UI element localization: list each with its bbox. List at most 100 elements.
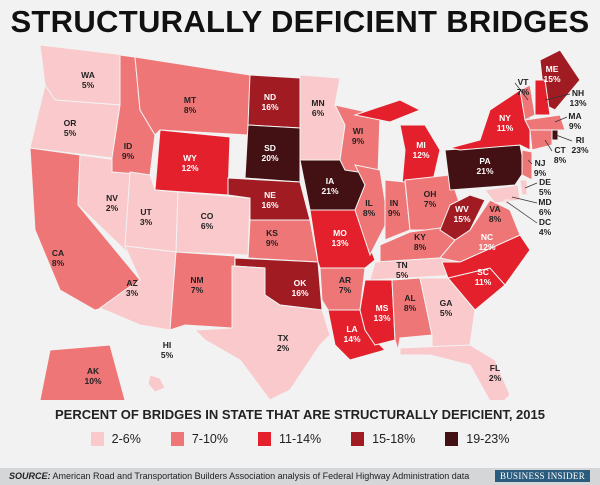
- state-wv: [439, 194, 486, 241]
- source-note: SOURCE: American Road and Transportation…: [9, 471, 469, 481]
- state-abbr-label: IN: [390, 198, 399, 208]
- state-value-label: 5%: [539, 187, 552, 197]
- state-value-label: 13%: [569, 98, 586, 108]
- state-value-label: 5%: [64, 128, 77, 138]
- state-shape: [193, 265, 331, 400]
- state-value-label: 15%: [453, 214, 470, 224]
- state-abbr-label: LA: [346, 324, 357, 334]
- state-value-label: 5%: [82, 80, 95, 90]
- legend-item: 7-10%: [170, 432, 228, 446]
- state-nm: [169, 251, 236, 331]
- state-abbr-label: ME: [546, 64, 559, 74]
- leader-line: [555, 134, 573, 142]
- state-abbr-label: TN: [396, 260, 407, 270]
- state-abbr-label: OH: [424, 189, 437, 199]
- state-value-label: 5%: [440, 308, 453, 318]
- state-value-label: 12%: [181, 163, 198, 173]
- state-il: [354, 164, 389, 257]
- state-shape: [147, 374, 166, 393]
- state-tx: [193, 265, 331, 400]
- legend-label: 19-23%: [466, 432, 510, 446]
- state-abbr-label: GA: [440, 298, 453, 308]
- legend-item: 2-6%: [90, 432, 141, 446]
- state-value-label: 12%: [478, 242, 495, 252]
- state-abbr-label: CT: [554, 145, 566, 155]
- state-abbr-label: FL: [490, 363, 500, 373]
- state-abbr-label: KS: [266, 228, 278, 238]
- state-shape: [354, 164, 389, 257]
- state-abbr-label: NH: [572, 88, 584, 98]
- state-shape: [484, 184, 521, 204]
- state-value-label: 9%: [352, 136, 365, 146]
- state-abbr-label: MO: [333, 228, 347, 238]
- state-value-label: 7%: [517, 87, 530, 97]
- state-abbr-label: MN: [311, 98, 324, 108]
- legend-swatch: [351, 432, 365, 446]
- state-abbr-label: TX: [278, 333, 289, 343]
- state-mi: [353, 99, 441, 186]
- state-value-label: 20%: [261, 153, 278, 163]
- legend-item: 15-18%: [351, 432, 415, 446]
- footer: SOURCE: American Road and Transportation…: [0, 468, 600, 485]
- state-ks: [247, 219, 319, 263]
- state-abbr-label: AL: [404, 293, 415, 303]
- state-shape: [169, 251, 236, 331]
- state-shape: [439, 194, 486, 241]
- state-abbr-label: KY: [414, 232, 426, 242]
- state-value-label: 13%: [373, 313, 390, 323]
- leader-line: [544, 93, 571, 101]
- state-abbr-label: NE: [264, 190, 276, 200]
- state-value-label: 13%: [331, 238, 348, 248]
- state-abbr-label: VT: [518, 77, 530, 87]
- state-abbr-label: AK: [87, 366, 100, 376]
- legend-label: 15-18%: [372, 432, 416, 446]
- state-abbr-label: MA: [568, 111, 581, 121]
- state-ma: [524, 114, 566, 131]
- state-hi: [147, 374, 166, 393]
- state-value-label: 9%: [388, 208, 401, 218]
- state-ri: [551, 129, 559, 141]
- state-abbr-label: HI: [163, 340, 172, 350]
- state-shape: [534, 79, 551, 116]
- state-ny: [449, 89, 531, 151]
- state-abbr-label: NY: [499, 113, 511, 123]
- legend-swatch: [90, 432, 104, 446]
- state-value-label: 8%: [554, 155, 567, 165]
- leader-line: [554, 116, 568, 123]
- state-value-label: 3%: [140, 217, 153, 227]
- legend-item: 11-14%: [257, 432, 321, 446]
- state-value-label: 7%: [424, 199, 437, 209]
- state-abbr-label: WV: [455, 204, 469, 214]
- state-value-label: 10%: [84, 376, 101, 386]
- us-map: WA5%OR5%CA8%NV2%ID9%MT8%WY12%UT3%AZ3%CO6…: [29, 44, 589, 400]
- state-nh: [534, 79, 551, 116]
- state-value-label: 8%: [414, 242, 427, 252]
- legend-title: PERCENT OF BRIDGES IN STATE THAT ARE STR…: [55, 407, 545, 422]
- business-insider-logo: BUSINESS INSIDER: [494, 470, 590, 482]
- state-abbr-label: VA: [489, 204, 500, 214]
- state-value-label: 21%: [321, 186, 338, 196]
- state-value-label: 8%: [52, 258, 65, 268]
- leader-line: [544, 139, 553, 152]
- state-shape: [399, 344, 511, 400]
- state-abbr-label: AR: [339, 275, 351, 285]
- state-value-label: 11%: [497, 123, 514, 133]
- state-abbr-label: NJ: [535, 158, 546, 168]
- legend-item: 19-23%: [445, 432, 509, 446]
- state-value-label: 12%: [412, 150, 429, 160]
- state-value-label: 7%: [191, 285, 204, 295]
- state-abbr-label: DE: [539, 177, 551, 187]
- state-nc: [441, 234, 531, 286]
- state-abbr-label: UT: [140, 207, 152, 217]
- state-de: [519, 179, 528, 196]
- state-abbr-label: DC: [539, 217, 551, 227]
- state-abbr-label: WA: [81, 70, 95, 80]
- state-abbr-label: OR: [64, 118, 77, 128]
- state-abbr-label: NC: [481, 232, 493, 242]
- state-value-label: 14%: [343, 334, 360, 344]
- legend-swatch: [257, 432, 271, 446]
- state-abbr-label: CA: [52, 248, 64, 258]
- state-value-label: 8%: [489, 214, 502, 224]
- state-shape: [519, 179, 528, 196]
- state-abbr-label: MI: [416, 140, 425, 150]
